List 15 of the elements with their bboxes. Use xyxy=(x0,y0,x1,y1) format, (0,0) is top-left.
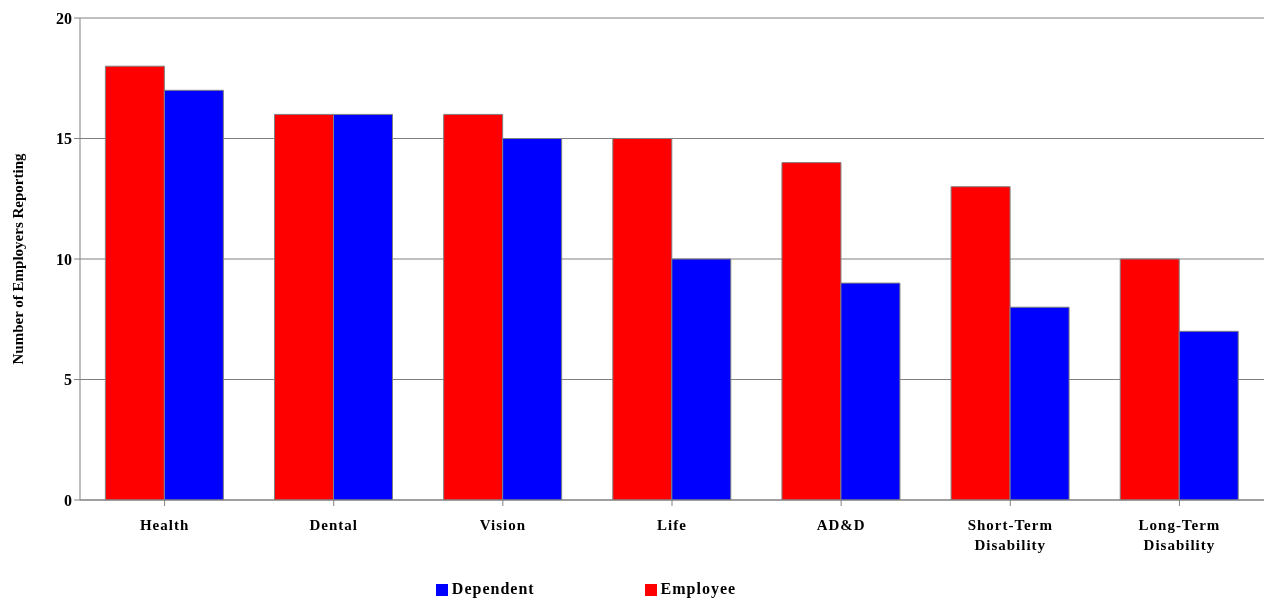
x-tick-label: Vision xyxy=(479,517,527,533)
legend-label: Dependent xyxy=(451,580,535,597)
x-tick-label: Short-Term Disability xyxy=(967,517,1053,553)
x-tick-label: AD&D xyxy=(816,517,866,533)
y-tick-label: 10 xyxy=(56,250,72,268)
y-tick-label: 15 xyxy=(56,130,72,148)
legend-label: Employee xyxy=(660,580,737,597)
y-tick-label: 5 xyxy=(64,371,72,389)
x-tick-label: Long-Term Disability xyxy=(1138,517,1221,553)
x-tick-label: Dental xyxy=(309,517,358,533)
y-tick-label: 0 xyxy=(64,491,72,509)
x-tick-label: Life xyxy=(657,517,687,533)
y-axis-title: Number of Employers Reporting xyxy=(10,153,27,365)
x-tick-label: Health xyxy=(139,517,190,533)
y-tick-label: 20 xyxy=(56,9,72,27)
